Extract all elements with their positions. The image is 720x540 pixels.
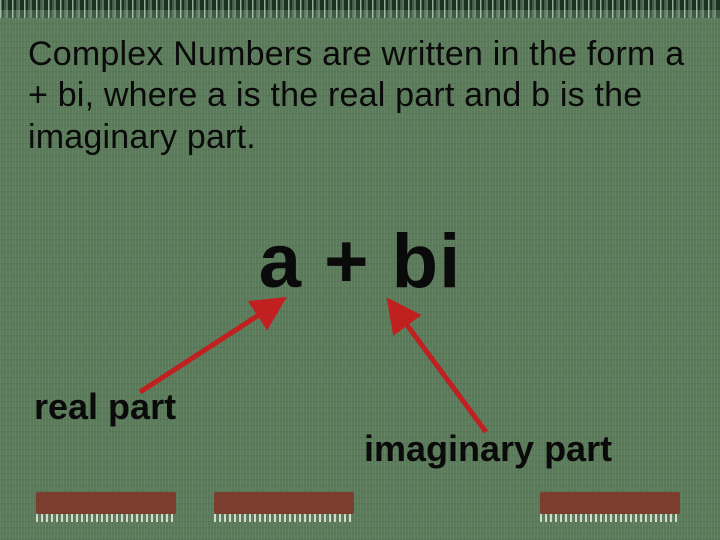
top-decorative-strip <box>0 0 720 18</box>
body-text: Complex Numbers are written in the form … <box>28 34 692 158</box>
bottom-bar-2 <box>214 492 354 522</box>
bottom-bar-1 <box>36 492 176 522</box>
bottom-bar-3 <box>540 492 680 522</box>
label-real-part: real part <box>34 386 176 428</box>
formula-a-plus-bi: a + bi <box>259 218 461 305</box>
label-imaginary-part: imaginary part <box>364 428 612 470</box>
